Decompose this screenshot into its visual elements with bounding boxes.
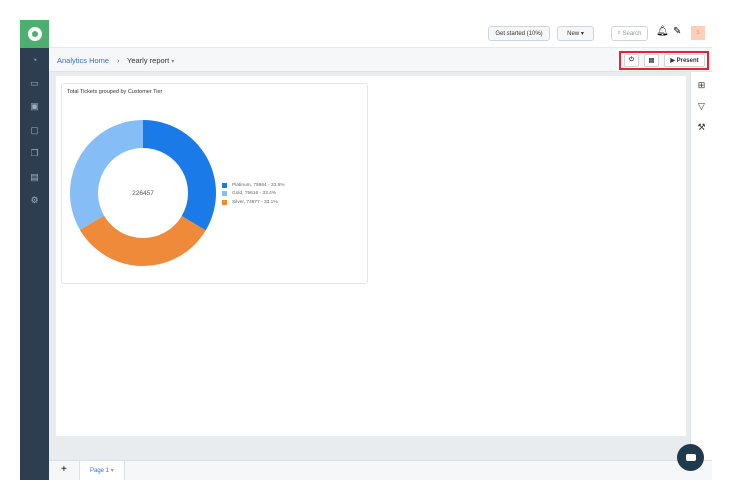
search-placeholder: Search	[622, 30, 642, 37]
format-paint-icon[interactable]: ⚒	[697, 122, 706, 132]
tab-page-1[interactable]: Page 1 ▾	[79, 461, 125, 480]
center-total: 226457	[132, 190, 154, 197]
present-button[interactable]: ▶ Present	[664, 54, 705, 67]
bell-icon[interactable]: 🔔︎	[656, 26, 669, 37]
page-tabs-bar: + Page 1 ▾	[49, 460, 712, 480]
filter-icon[interactable]: ▽	[698, 101, 705, 111]
edit-icon[interactable]: ✎	[673, 26, 682, 37]
sidebar: ◔ ▭ ▣ ▢ ❐ ▤ ⚙	[20, 20, 49, 480]
add-widget-icon[interactable]: ⊞	[697, 80, 706, 90]
report-selector[interactable]: Yearly report ▾	[127, 56, 175, 65]
sidebar-item-monitor[interactable]: ▢	[30, 124, 39, 135]
breadcrumb-separator: ›	[117, 56, 120, 65]
donut-chart: 226457	[70, 120, 216, 266]
breadcrumb-bar: Analytics Home › Yearly report ▾	[49, 48, 712, 72]
legend-item-platinum[interactable]: Platinum, 75964 - 33.5%	[222, 181, 285, 190]
report-name: Yearly report	[127, 56, 170, 65]
avatar[interactable]: S	[691, 26, 705, 40]
topbar: Get started (10%) New ▾ ⌕ Search 🔔︎ ✎ S	[49, 20, 712, 48]
chart-title: Total Tickets grouped by Customer Tier	[67, 89, 163, 95]
legend-label: Silver, 74877 - 33.1%	[232, 199, 278, 205]
chat-icon	[685, 454, 696, 461]
present-label: Present	[676, 57, 699, 64]
logo-icon	[27, 27, 42, 41]
sidebar-item-reports[interactable]: ▤	[30, 171, 39, 182]
highlight-box	[619, 51, 709, 70]
new-label: New	[567, 30, 580, 37]
schedule-button[interactable]: ▤	[644, 54, 659, 67]
slice-silver[interactable]	[79, 215, 206, 266]
slice-platinum[interactable]	[143, 120, 216, 231]
sidebar-item-groups[interactable]: ❐	[30, 148, 39, 159]
chat-button[interactable]	[677, 444, 704, 471]
sidebar-item-contacts[interactable]: ▣	[30, 101, 39, 112]
right-rail: ⊞ ▽ ⚒	[690, 72, 712, 460]
page-tab-label: Page 1	[90, 467, 110, 474]
breadcrumb-home[interactable]: Analytics Home	[57, 56, 110, 65]
chart-card[interactable]: Total Tickets grouped by Customer Tier 2…	[61, 83, 368, 284]
add-page-button[interactable]: +	[61, 464, 67, 475]
legend-item-silver[interactable]: Silver, 74877 - 33.1%	[222, 198, 285, 207]
slice-gold[interactable]	[70, 120, 143, 230]
new-button[interactable]: New ▾	[557, 26, 594, 41]
legend: Platinum, 75964 - 33.5% Gold, 75616 - 33…	[222, 181, 285, 207]
legend-item-gold[interactable]: Gold, 75616 - 33.4%	[222, 190, 285, 199]
power-button[interactable]: ⏻	[624, 54, 639, 67]
sidebar-item-settings[interactable]: ⚙	[30, 195, 39, 206]
logo[interactable]	[20, 20, 49, 48]
sidebar-item-dashboard[interactable]: ◔	[31, 54, 38, 65]
legend-label: Platinum, 75964 - 33.5%	[232, 182, 285, 188]
legend-label: Gold, 75616 - 33.4%	[232, 191, 277, 197]
get-started-button[interactable]: Get started (10%)	[488, 26, 550, 41]
sidebar-item-tickets[interactable]: ▭	[30, 77, 39, 88]
search-input[interactable]: ⌕ Search	[611, 26, 648, 41]
